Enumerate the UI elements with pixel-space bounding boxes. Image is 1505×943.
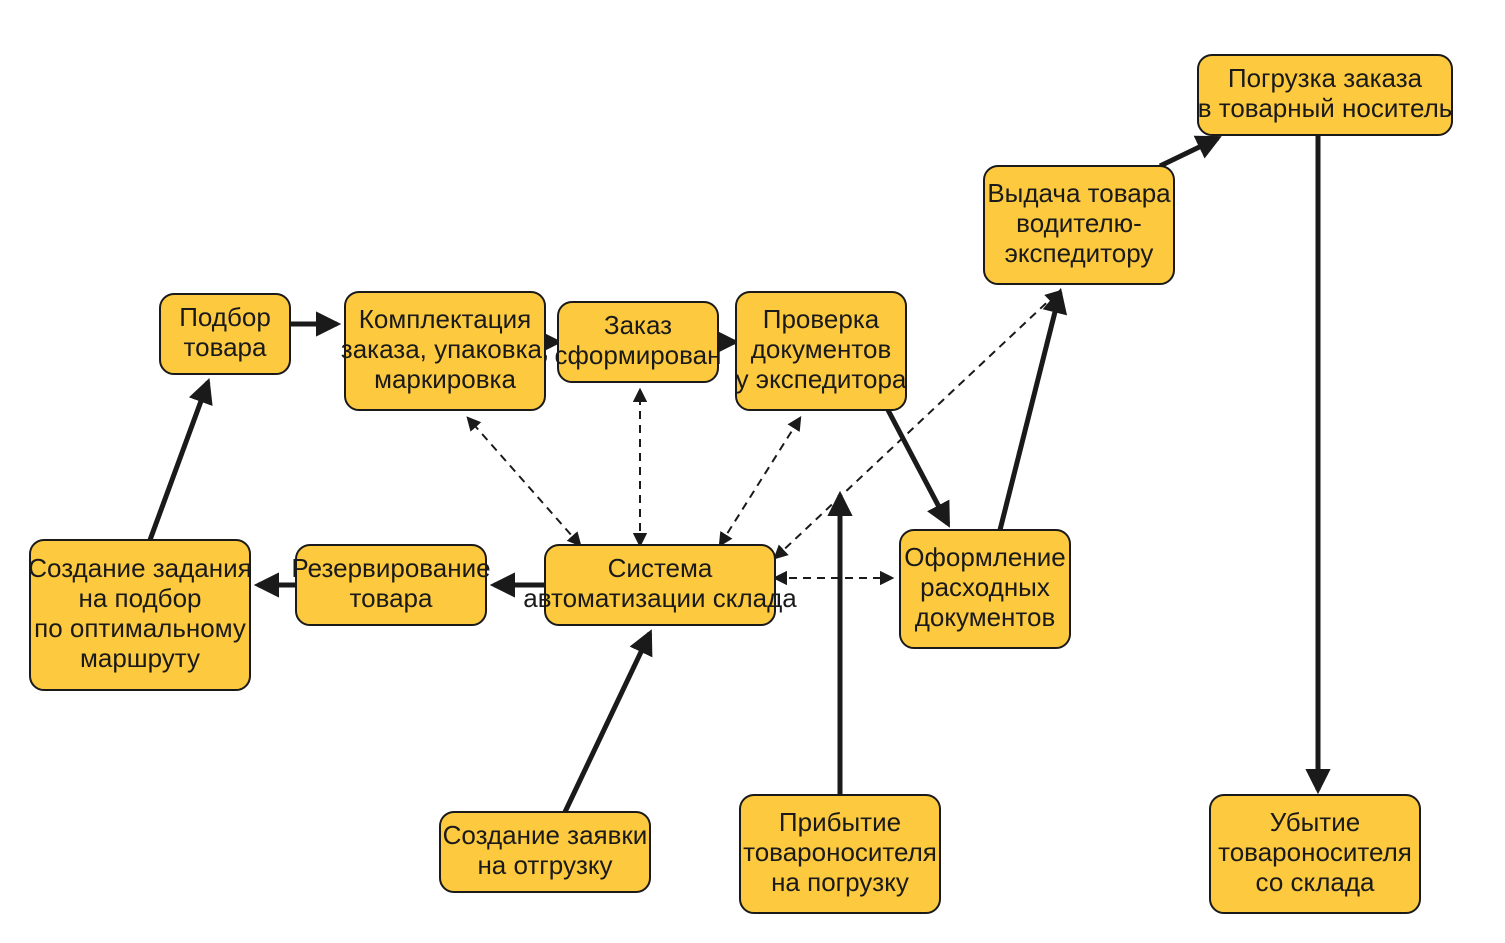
node-n_request: Создание заявкина отгрузку	[440, 812, 650, 892]
node-n_depart: Убытиетовароносителясо склада	[1210, 795, 1420, 913]
node-n_pack: Комплектациязаказа, упаковка,маркировка	[341, 292, 549, 410]
node-label: документов	[751, 334, 892, 364]
node-n_docs: Оформлениерасходныхдокументов	[900, 530, 1070, 648]
node-n_load: Погрузка заказав товарный носитель	[1198, 55, 1453, 135]
node-label: на отгрузку	[477, 850, 612, 880]
node-label: Создание задания	[28, 553, 251, 583]
edge-n_check-n_docs	[888, 410, 948, 524]
node-label: товароносителя	[743, 837, 937, 867]
node-label: у экспедитора	[736, 364, 907, 394]
node-label: экспедитору	[1005, 238, 1154, 268]
node-label: Создание заявки	[443, 820, 648, 850]
node-n_reserve: Резервированиетовара	[291, 545, 490, 625]
node-label: Выдача товара	[987, 178, 1171, 208]
node-label: товароносителя	[1218, 837, 1412, 867]
node-label: Проверка	[763, 304, 880, 334]
node-label: водителю-	[1016, 208, 1142, 238]
node-label: Погрузка заказа	[1228, 63, 1423, 93]
node-label: Заказ	[604, 310, 672, 340]
node-label: заказа, упаковка,	[341, 334, 549, 364]
node-label: Оформление	[904, 542, 1065, 572]
node-label: товара	[184, 332, 268, 362]
node-n_issue: Выдача товараводителю-экспедитору	[984, 166, 1174, 284]
node-n_check: Проверкадокументову экспедитора	[736, 292, 907, 410]
edge-n_system-n_check	[720, 418, 800, 545]
node-label: Подбор	[179, 302, 271, 332]
node-n_order: Заказсформирован	[555, 302, 722, 382]
edge-n_task-n_pick	[150, 382, 208, 540]
edge-n_docs-n_issue	[1000, 292, 1060, 530]
flowchart-canvas: Создание заданияна подборпо оптимальному…	[0, 0, 1505, 943]
node-label: сформирован	[555, 340, 722, 370]
node-label: документов	[915, 602, 1056, 632]
node-label: автоматизации склада	[523, 583, 797, 613]
node-n_task: Создание заданияна подборпо оптимальному…	[28, 540, 251, 690]
node-label: маркировка	[374, 364, 516, 394]
node-label: Комплектация	[359, 304, 531, 334]
node-n_arrive: Прибытиетовароносителяна погрузку	[740, 795, 940, 913]
node-label: на погрузку	[771, 867, 909, 897]
node-label: на подбор	[79, 583, 202, 613]
node-label: расходных	[920, 572, 1050, 602]
edge-n_system-n_pack	[468, 418, 580, 545]
node-label: Убытие	[1270, 807, 1360, 837]
node-label: Резервирование	[291, 553, 490, 583]
node-label: товара	[350, 583, 434, 613]
nodes-layer: Создание заданияна подборпо оптимальному…	[28, 55, 1452, 913]
node-label: маршруту	[80, 643, 200, 673]
edge-n_issue-n_load	[1160, 138, 1218, 166]
node-label: Прибытие	[779, 807, 901, 837]
node-label: по оптимальному	[34, 613, 246, 643]
node-n_pick: Подбортовара	[160, 294, 290, 374]
node-label: в товарный носитель	[1198, 93, 1453, 123]
node-label: Система	[608, 553, 713, 583]
node-n_system: Системаавтоматизации склада	[523, 545, 797, 625]
edge-n_request-n_system	[565, 633, 650, 812]
node-label: со склада	[1256, 867, 1375, 897]
